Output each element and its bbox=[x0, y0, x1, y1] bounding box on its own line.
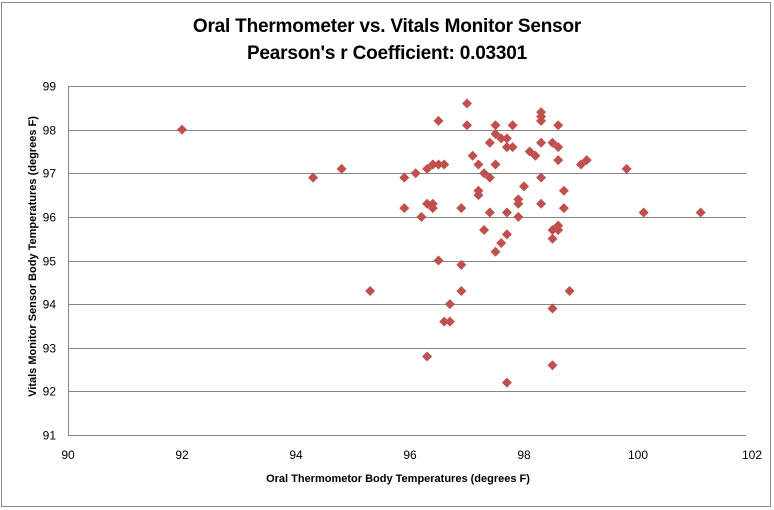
y-tick-label: 95 bbox=[43, 255, 57, 269]
data-point bbox=[467, 150, 478, 161]
data-point bbox=[456, 259, 467, 270]
data-point bbox=[553, 120, 564, 131]
data-point bbox=[416, 211, 427, 222]
data-point bbox=[547, 224, 558, 235]
data-point bbox=[501, 207, 512, 218]
data-point bbox=[507, 142, 518, 153]
data-point bbox=[177, 124, 187, 135]
y-axis-title: Vitals Monitor Sensor Body Temperatures … bbox=[27, 116, 39, 397]
data-point bbox=[547, 303, 558, 314]
x-tick-label: 102 bbox=[742, 448, 762, 462]
data-point bbox=[444, 299, 455, 310]
data-point bbox=[336, 163, 347, 174]
data-point bbox=[439, 316, 450, 327]
data-point bbox=[433, 159, 444, 170]
x-tick-label: 100 bbox=[628, 448, 648, 462]
data-point bbox=[433, 115, 444, 126]
data-point bbox=[558, 203, 569, 214]
data-point bbox=[479, 168, 490, 179]
data-point bbox=[547, 233, 558, 244]
y-tick-label: 96 bbox=[43, 211, 57, 225]
data-point bbox=[484, 172, 495, 183]
data-point bbox=[439, 159, 450, 170]
data-point bbox=[490, 128, 501, 139]
data-point bbox=[365, 286, 376, 297]
data-point bbox=[638, 207, 649, 218]
data-point bbox=[484, 137, 495, 148]
x-tick-label: 96 bbox=[403, 448, 417, 462]
data-points bbox=[177, 98, 706, 388]
data-point bbox=[621, 163, 632, 174]
data-point bbox=[462, 98, 472, 109]
y-tick-label: 94 bbox=[43, 298, 57, 312]
data-point bbox=[496, 133, 507, 144]
data-point bbox=[479, 224, 490, 235]
data-point bbox=[501, 142, 512, 153]
data-point bbox=[547, 360, 558, 371]
y-tick-label: 92 bbox=[43, 385, 57, 399]
data-point bbox=[422, 163, 433, 174]
data-point bbox=[490, 246, 501, 257]
data-point bbox=[536, 115, 547, 126]
data-point bbox=[427, 203, 438, 214]
data-point bbox=[513, 211, 524, 222]
y-tick-label: 93 bbox=[43, 342, 57, 356]
data-point bbox=[501, 377, 512, 388]
gridlines bbox=[68, 86, 746, 392]
data-point bbox=[410, 168, 421, 179]
data-point bbox=[456, 203, 467, 214]
data-point bbox=[524, 146, 535, 157]
data-point bbox=[399, 203, 410, 214]
x-tick-label: 90 bbox=[61, 448, 75, 462]
data-point bbox=[558, 185, 569, 196]
data-point bbox=[433, 255, 444, 266]
data-point bbox=[473, 190, 484, 201]
y-tick-label: 99 bbox=[43, 80, 57, 94]
chart-subtitle: Pearson's r Coefficient: 0.03301 bbox=[246, 43, 528, 64]
x-tick-label: 94 bbox=[289, 448, 303, 462]
data-point bbox=[576, 159, 586, 170]
x-tick-label: 92 bbox=[175, 448, 189, 462]
data-point bbox=[484, 207, 495, 218]
data-point bbox=[501, 229, 512, 240]
data-point bbox=[507, 120, 518, 131]
x-tick-label: 98 bbox=[517, 448, 531, 462]
data-point bbox=[536, 172, 547, 183]
data-point bbox=[564, 286, 575, 297]
data-point bbox=[444, 316, 455, 327]
y-tick-label: 91 bbox=[43, 429, 57, 443]
data-point bbox=[456, 286, 467, 297]
data-point bbox=[536, 137, 547, 148]
data-point bbox=[427, 159, 438, 170]
data-point bbox=[490, 159, 501, 170]
data-point bbox=[501, 133, 512, 144]
chart-title: Oral Thermometer vs. Vitals Monitor Sens… bbox=[192, 16, 582, 37]
y-tick-label: 97 bbox=[43, 167, 57, 181]
data-point bbox=[695, 207, 706, 218]
data-point bbox=[513, 198, 524, 209]
data-point bbox=[308, 172, 319, 183]
data-point bbox=[496, 238, 507, 249]
data-point bbox=[422, 198, 433, 209]
data-point bbox=[553, 155, 564, 166]
axes bbox=[68, 86, 746, 436]
data-point bbox=[530, 150, 541, 161]
data-point bbox=[519, 181, 529, 192]
y-tick-label: 98 bbox=[43, 124, 57, 138]
data-point bbox=[553, 224, 564, 235]
data-point bbox=[581, 155, 592, 166]
data-point bbox=[553, 142, 564, 153]
data-point bbox=[399, 172, 410, 183]
data-point bbox=[536, 198, 547, 209]
data-point bbox=[547, 137, 558, 148]
data-point bbox=[473, 159, 484, 170]
data-point bbox=[490, 120, 501, 131]
y-tick-labels: 91 92 93 94 95 96 97 98 99 bbox=[43, 80, 57, 443]
x-axis-title: Oral Thermometor Body Temperatures (degr… bbox=[266, 473, 530, 485]
data-point bbox=[462, 120, 472, 131]
x-tick-labels: 90 92 94 96 98 100 102 bbox=[61, 448, 762, 462]
data-point bbox=[422, 351, 433, 362]
